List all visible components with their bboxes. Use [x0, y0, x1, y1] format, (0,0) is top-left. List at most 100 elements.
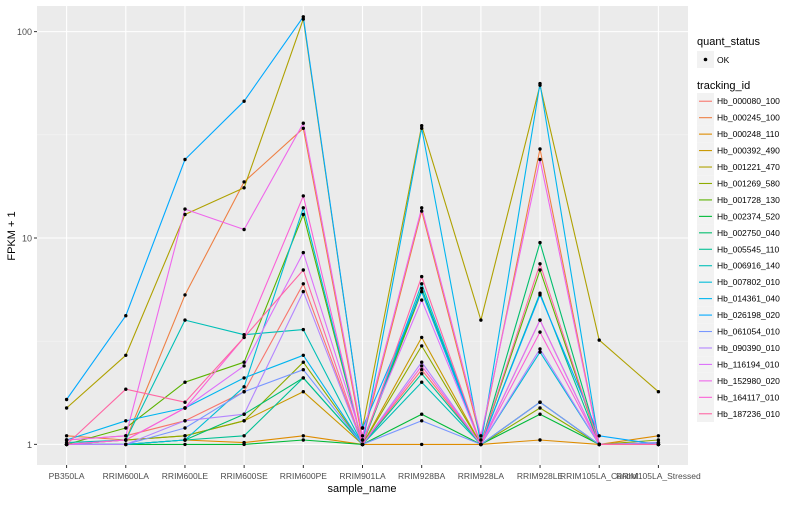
data-point — [597, 442, 601, 447]
data-point — [597, 338, 601, 342]
legend-label: Hb_090390_010 — [717, 343, 780, 353]
data-point — [538, 293, 542, 297]
data-point — [479, 442, 483, 447]
data-point — [242, 227, 246, 232]
data-point — [538, 412, 542, 416]
data-point — [479, 434, 483, 438]
data-point — [479, 318, 483, 322]
data-point — [301, 438, 305, 442]
data-point — [301, 327, 305, 332]
data-point — [242, 412, 246, 416]
data-point — [420, 335, 424, 340]
y-axis-title: FPKM + 1 — [6, 211, 18, 260]
data-point — [124, 419, 128, 423]
data-point — [301, 434, 305, 438]
legend-label: Hb_187236_010 — [717, 409, 780, 419]
data-point — [242, 364, 246, 368]
data-point — [538, 330, 542, 334]
data-point — [64, 438, 69, 442]
data-point — [183, 442, 187, 447]
data-point — [538, 268, 542, 272]
data-point — [420, 286, 424, 291]
data-point — [420, 380, 424, 384]
data-point — [360, 434, 365, 438]
data-point — [242, 390, 246, 394]
data-point — [242, 99, 246, 103]
x-tick-label: PB350LA — [49, 471, 85, 481]
legend-color-title: tracking_id — [697, 80, 750, 92]
data-point — [538, 347, 542, 351]
data-point — [656, 438, 661, 442]
data-point — [242, 434, 246, 438]
data-point — [360, 442, 365, 447]
data-point — [183, 400, 187, 404]
data-point — [183, 419, 187, 423]
data-point — [242, 335, 246, 340]
y-tick-label: 100 — [17, 27, 32, 37]
data-point — [242, 419, 246, 423]
legend-label: Hb_001728_130 — [717, 195, 780, 205]
legend-label: Hb_002374_520 — [717, 211, 780, 221]
data-point — [420, 364, 424, 368]
legend-label: Hb_152980_020 — [717, 376, 780, 386]
data-point — [124, 314, 128, 318]
data-point — [420, 289, 424, 294]
legend-label: Hb_006916_140 — [717, 261, 780, 271]
data-point — [183, 318, 187, 322]
data-point — [360, 426, 365, 430]
data-point — [242, 376, 246, 380]
data-point — [420, 126, 424, 130]
data-point — [64, 442, 69, 447]
data-point — [183, 434, 187, 438]
data-point — [183, 207, 187, 211]
data-point — [420, 344, 424, 348]
data-point — [420, 360, 424, 364]
data-point — [301, 376, 305, 380]
data-point — [301, 121, 305, 125]
data-point — [538, 81, 542, 86]
data-point — [301, 212, 305, 217]
data-point — [420, 274, 424, 279]
data-point — [301, 289, 305, 294]
data-point — [242, 385, 246, 389]
data-point — [242, 186, 246, 190]
data-point — [301, 390, 305, 394]
x-axis-title: sample_name — [327, 483, 396, 495]
data-point — [242, 180, 246, 184]
data-point — [124, 353, 128, 357]
data-point — [301, 282, 305, 286]
data-point — [183, 293, 187, 297]
data-point — [420, 412, 424, 416]
data-point — [538, 318, 542, 322]
legend: quant_status tracking_id OK Hb_000080_100… — [697, 36, 780, 422]
legend-label: Hb_061054_010 — [717, 327, 780, 337]
data-point — [183, 380, 187, 384]
legend-label: Hb_001221_470 — [717, 162, 780, 172]
data-point — [242, 442, 246, 447]
data-point — [124, 426, 128, 430]
x-tick-label: RRIM600LA — [103, 471, 150, 481]
data-point — [301, 126, 305, 130]
data-point — [479, 438, 483, 442]
axes: 1 10 100 PB350LA RRIM600LA RRIM600LE RRIM600SE… — [17, 27, 701, 481]
legend-shape-label: OK — [717, 55, 730, 65]
x-tick-label: RRIM105LA_Control — [560, 471, 639, 481]
data-point — [301, 250, 305, 255]
x-tick-label: RRIM600PE — [280, 471, 328, 481]
data-point — [64, 434, 69, 438]
data-point — [301, 353, 305, 357]
x-tick-label: RRIM901LA — [339, 471, 386, 481]
data-point — [124, 434, 128, 438]
data-point — [183, 438, 187, 442]
data-point — [420, 209, 424, 213]
x-tick-label: RRIM928LE — [517, 471, 564, 481]
data-point — [301, 15, 305, 19]
data-point — [538, 262, 542, 266]
legend-label: Hb_026198_020 — [717, 310, 780, 320]
data-point — [420, 368, 424, 372]
data-point — [538, 350, 542, 354]
legend-label: Hb_001269_580 — [717, 178, 780, 188]
data-point — [420, 282, 424, 286]
